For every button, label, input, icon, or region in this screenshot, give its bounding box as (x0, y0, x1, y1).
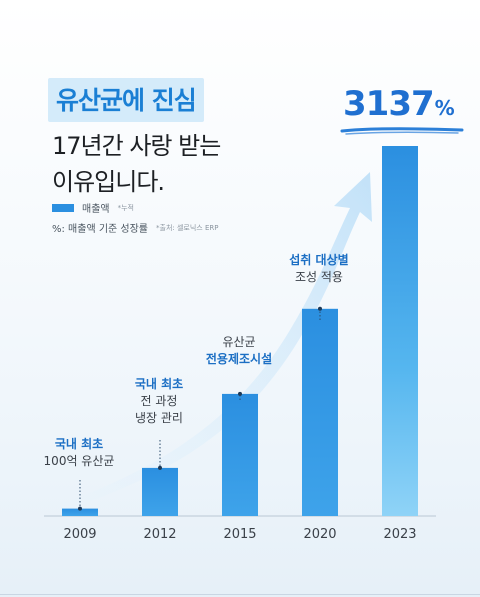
leader-dot-2020 (318, 306, 322, 311)
legend-source-note: *출처: 셀로닉스 ERP (156, 223, 219, 232)
legend-series-label: 매출액 (82, 204, 110, 215)
subtitle-line-2: 이유입니다. (52, 168, 165, 196)
annotation-2015-highlight: 전용제조시설 (205, 352, 273, 366)
growth-arrow (60, 172, 372, 512)
annotation-2020: 섭취 대상별 조성 적용 (264, 252, 374, 286)
x-tick-label-2009: 2009 (63, 527, 97, 542)
annotation-2012: 국내 최초 전 과정 냉장 관리 (104, 376, 214, 427)
headline: 유산균에 진심 (48, 78, 204, 122)
x-tick-label-2012: 2012 (143, 527, 177, 542)
x-tick-label-2015: 2015 (223, 527, 257, 542)
annotation-2012-line-2: 냉장 관리 (135, 411, 183, 425)
annotation-2015: 유산균 전용제조시설 (184, 334, 294, 368)
annotation-2009-highlight: 국내 최초 (54, 437, 104, 451)
growth-unit: % (434, 96, 455, 120)
x-tick-label-2023: 2023 (383, 527, 417, 542)
legend-series-note: *누적 (117, 203, 134, 212)
annotation-2009-line-1: 100억 유산균 (43, 454, 115, 468)
annotation-2015-line-1: 유산균 (222, 335, 256, 349)
subtitle-line-1: 17년간 사랑 받는 (52, 132, 221, 160)
annotation-2012-highlight: 국내 최초 (134, 377, 184, 391)
bar-2012 (142, 467, 178, 516)
annotation-2020-highlight: 섭취 대상별 (289, 253, 349, 267)
legend-pct: %: 매출액 기준 성장률 *출처: 셀로닉스 ERP (52, 220, 219, 236)
legend-swatch (52, 203, 74, 212)
legend-series: 매출액 *누적 (52, 200, 134, 215)
x-tick-label-2020: 2020 (303, 527, 337, 542)
growth-value: 3137 (343, 84, 435, 124)
bar-2009 (62, 508, 98, 516)
bottom-divider (0, 594, 480, 595)
growth-underline (340, 127, 464, 135)
annotation-2009: 국내 최초 100억 유산균 (24, 436, 134, 470)
bar-2015 (222, 393, 258, 516)
leader-dot-2012 (158, 465, 162, 470)
annotation-2012-line-1: 전 과정 (140, 394, 178, 408)
leader-dot-2015 (238, 391, 242, 396)
leader-dot-2009 (78, 506, 82, 511)
legend-pct-label: %: 매출액 기준 성장률 (52, 224, 149, 235)
annotation-2020-line-1: 조성 적용 (295, 270, 343, 284)
bar-2020 (302, 308, 338, 516)
growth-rate: 3137% (343, 84, 455, 124)
bar-2023 (382, 146, 418, 516)
